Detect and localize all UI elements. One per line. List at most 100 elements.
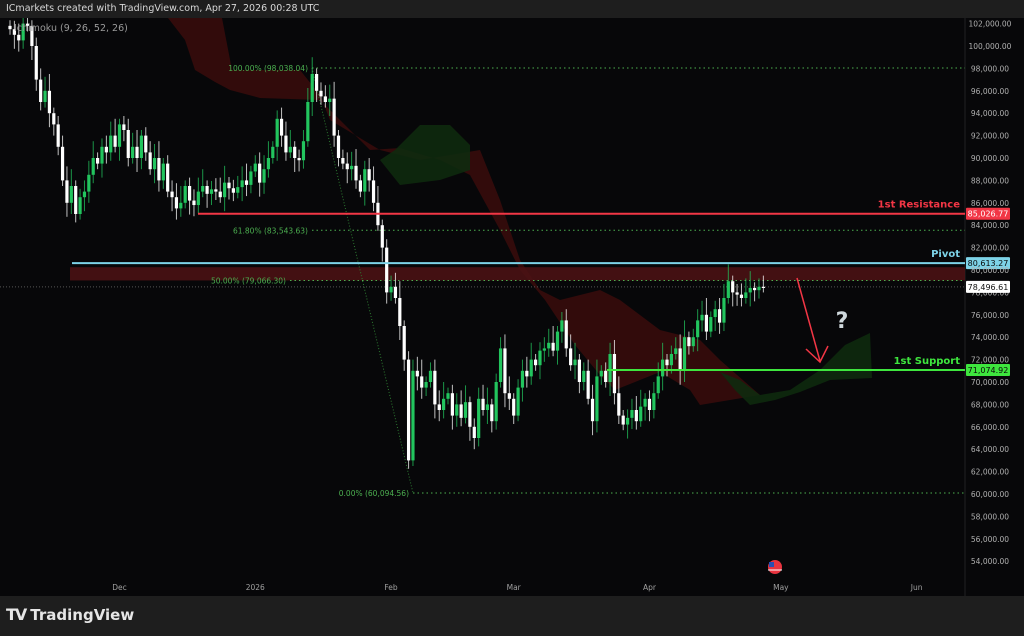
price-tick-label: 72,000.00 bbox=[971, 356, 1009, 365]
candle-down bbox=[336, 135, 341, 158]
candle-up bbox=[196, 191, 200, 206]
candle-down bbox=[12, 29, 16, 35]
candle-down bbox=[144, 135, 148, 153]
candle-up bbox=[82, 191, 87, 198]
candle-up bbox=[350, 165, 354, 170]
candle-down bbox=[415, 370, 419, 377]
candle-down bbox=[345, 163, 349, 170]
candle-down bbox=[65, 180, 69, 203]
candle-down bbox=[113, 135, 117, 147]
candle-up bbox=[726, 281, 730, 298]
candle-down bbox=[433, 370, 437, 405]
indicator-legend[interactable]: Ichimoku (9, 26, 52, 26) bbox=[14, 23, 128, 34]
candle-down bbox=[534, 359, 538, 366]
candle-down bbox=[122, 124, 126, 130]
candle-up bbox=[275, 118, 279, 147]
candle-down bbox=[218, 191, 222, 198]
pivot-price-tag bbox=[966, 257, 1010, 270]
candle-up bbox=[201, 186, 205, 192]
resistance-zone bbox=[70, 267, 965, 281]
candle-up bbox=[498, 348, 503, 382]
last-price-text: 78,496.61 bbox=[968, 283, 1009, 292]
chart-caption: ICmarkets created with TradingView.com, … bbox=[0, 0, 1024, 18]
candle-down bbox=[60, 146, 65, 181]
candle-up bbox=[625, 417, 630, 425]
time-tick-label: 2026 bbox=[246, 583, 265, 592]
price-tick-label: 80,000.00 bbox=[971, 266, 1009, 275]
candle-down bbox=[166, 163, 170, 192]
candle-up bbox=[538, 350, 542, 366]
candle-down bbox=[17, 34, 21, 41]
candle-down bbox=[244, 180, 249, 185]
candle-down bbox=[472, 426, 476, 438]
candle-up bbox=[21, 23, 25, 41]
candle-up bbox=[131, 146, 135, 158]
price-tick-label: 100,000.00 bbox=[969, 42, 1012, 51]
candle-down bbox=[468, 402, 472, 427]
candle-up bbox=[236, 187, 240, 193]
pivot-price-text: 80,613.27 bbox=[968, 259, 1009, 268]
price-tick-label: 90,000.00 bbox=[971, 154, 1009, 163]
candle-up bbox=[209, 189, 214, 194]
candle-down bbox=[735, 292, 739, 295]
tradingview-logo-icon: TV bbox=[6, 605, 27, 624]
candle-down bbox=[214, 189, 218, 192]
candle-down bbox=[551, 342, 555, 351]
candle-down bbox=[332, 98, 336, 136]
candle-up bbox=[560, 320, 564, 332]
fib-level-label: 61.80% (83,543.63) bbox=[233, 226, 308, 235]
time-axis[interactable]: Dec 2026 Feb Mar Apr May Jun bbox=[112, 583, 923, 592]
candle-down bbox=[678, 348, 682, 371]
candle-up bbox=[87, 174, 91, 192]
price-tick-label: 94,000.00 bbox=[971, 109, 1009, 118]
ichimoku-cloud-bearish bbox=[168, 18, 760, 405]
candle-down bbox=[586, 370, 590, 399]
candle-up bbox=[139, 135, 143, 158]
price-tick-label: 76,000.00 bbox=[971, 311, 1009, 320]
candle-down bbox=[634, 410, 638, 422]
price-tick-label: 96,000.00 bbox=[971, 87, 1009, 96]
price-tick-label: 86,000.00 bbox=[971, 199, 1009, 208]
candle-up bbox=[599, 370, 603, 377]
fib-trendline bbox=[311, 67, 414, 494]
candle-down bbox=[761, 286, 765, 288]
candle-down bbox=[617, 393, 621, 416]
us-flag-icon[interactable] bbox=[768, 560, 782, 574]
candle-down bbox=[459, 404, 463, 418]
candle-up bbox=[555, 331, 560, 351]
price-tick-label: 54,000.00 bbox=[971, 557, 1009, 566]
candle-up bbox=[363, 169, 367, 192]
candle-up bbox=[520, 370, 525, 388]
candle-up bbox=[529, 359, 533, 377]
price-axis[interactable]: 102,000.00 100,000.00 98,000.00 96,000.00 94… bbox=[966, 20, 1012, 567]
candle-up bbox=[117, 124, 122, 147]
tradingview-logo[interactable]: TV TradingView bbox=[6, 605, 134, 624]
brand-name: TradingView bbox=[30, 605, 135, 624]
price-tick-label: 60,000.00 bbox=[971, 490, 1009, 499]
candle-down bbox=[74, 186, 78, 214]
candle-up bbox=[744, 292, 748, 298]
candle-up bbox=[389, 286, 393, 293]
candle-down bbox=[604, 370, 608, 382]
candle-down bbox=[739, 294, 744, 298]
candle-down bbox=[612, 354, 617, 394]
candle-down bbox=[341, 158, 345, 164]
resistance-price-tag bbox=[966, 207, 1010, 220]
candle-down bbox=[297, 158, 301, 161]
fib-level-label: 100.00% (98,038.04) bbox=[228, 64, 308, 73]
candle-down bbox=[420, 376, 424, 388]
ichimoku-cloud-bullish bbox=[380, 125, 872, 405]
price-tick-label: 74,000.00 bbox=[971, 333, 1009, 342]
candle-up bbox=[424, 382, 428, 388]
candle-up bbox=[542, 348, 546, 351]
candle-down bbox=[507, 393, 511, 399]
candle-up bbox=[485, 404, 490, 410]
candle-up bbox=[700, 314, 704, 321]
candle-up bbox=[428, 370, 433, 382]
last-price-tag bbox=[966, 280, 1010, 293]
candle-down bbox=[569, 348, 573, 366]
candle-down bbox=[148, 152, 152, 170]
price-tick-label: 64,000.00 bbox=[971, 445, 1009, 454]
candle-up bbox=[91, 158, 95, 175]
